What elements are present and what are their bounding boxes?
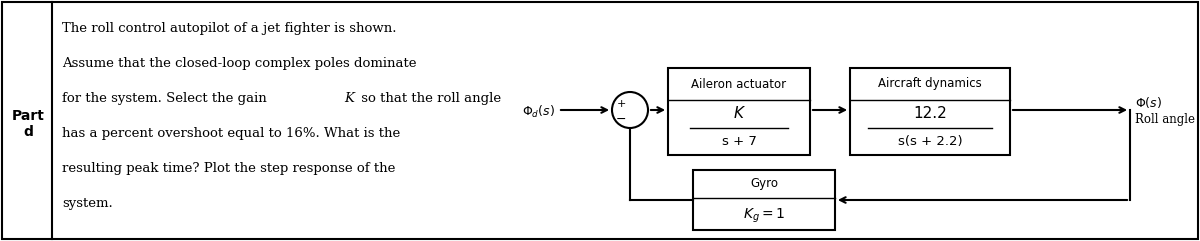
Text: has a percent overshoot equal to 16%. What is the: has a percent overshoot equal to 16%. Wh…: [62, 127, 401, 140]
Text: The roll control autopilot of a jet fighter is shown.: The roll control autopilot of a jet figh…: [62, 22, 396, 35]
Text: K: K: [734, 106, 744, 121]
Text: s(s + 2.2): s(s + 2.2): [898, 135, 962, 148]
Text: Part: Part: [12, 108, 44, 122]
Text: −: −: [616, 113, 626, 126]
Text: d: d: [23, 126, 32, 140]
Text: Gyro: Gyro: [750, 178, 778, 190]
Text: s + 7: s + 7: [721, 135, 756, 148]
Text: $\Phi(s)$: $\Phi(s)$: [1135, 94, 1162, 109]
Bar: [850, 68, 1010, 155]
Text: 12.2: 12.2: [913, 106, 947, 121]
Bar: [668, 68, 810, 155]
Text: $K_g = 1$: $K_g = 1$: [743, 207, 785, 225]
Text: system.: system.: [62, 197, 113, 210]
Text: Aileron actuator: Aileron actuator: [691, 78, 786, 91]
Bar: [694, 170, 835, 230]
Text: $\Phi_d(s)$: $\Phi_d(s)$: [522, 104, 554, 120]
Text: K: K: [344, 92, 354, 105]
Text: Assume that the closed-loop complex poles dominate: Assume that the closed-loop complex pole…: [62, 57, 416, 70]
Text: for the system. Select the gain: for the system. Select the gain: [62, 92, 271, 105]
Text: resulting peak time? Plot the step response of the: resulting peak time? Plot the step respo…: [62, 162, 395, 175]
Text: Aircraft dynamics: Aircraft dynamics: [878, 78, 982, 91]
Text: Roll angle: Roll angle: [1135, 114, 1195, 127]
Text: +: +: [617, 99, 625, 109]
Circle shape: [612, 92, 648, 128]
Text: so that the roll angle: so that the roll angle: [358, 92, 502, 105]
